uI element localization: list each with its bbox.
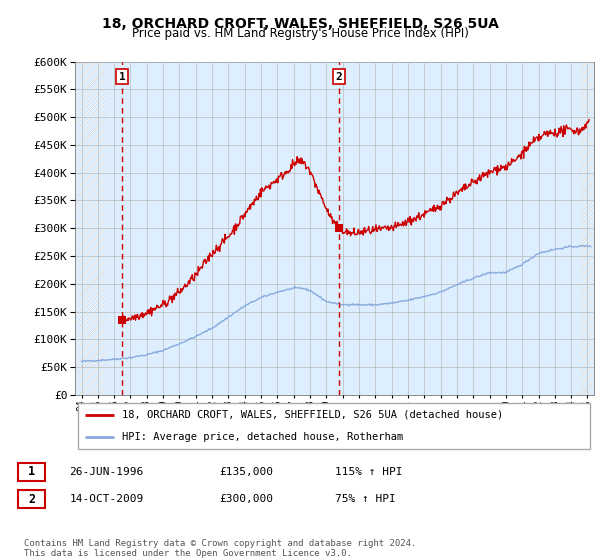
Text: 14-OCT-2009: 14-OCT-2009 — [70, 494, 144, 504]
Text: 2: 2 — [28, 493, 35, 506]
Bar — [18, 490, 46, 508]
Text: 18, ORCHARD CROFT, WALES, SHEFFIELD, S26 5UA: 18, ORCHARD CROFT, WALES, SHEFFIELD, S26… — [101, 17, 499, 31]
Text: 115% ↑ HPI: 115% ↑ HPI — [335, 467, 402, 477]
Text: £135,000: £135,000 — [220, 467, 274, 477]
Bar — [18, 463, 46, 481]
Text: 1: 1 — [28, 465, 35, 478]
FancyBboxPatch shape — [77, 404, 590, 449]
Bar — [75, 62, 106, 395]
Bar — [580, 62, 594, 395]
Text: 1: 1 — [119, 72, 125, 82]
Bar — [75, 62, 106, 395]
Text: 18, ORCHARD CROFT, WALES, SHEFFIELD, S26 5UA (detached house): 18, ORCHARD CROFT, WALES, SHEFFIELD, S26… — [122, 410, 503, 420]
Text: £300,000: £300,000 — [220, 494, 274, 504]
Text: 75% ↑ HPI: 75% ↑ HPI — [335, 494, 395, 504]
Text: Contains HM Land Registry data © Crown copyright and database right 2024.
This d: Contains HM Land Registry data © Crown c… — [24, 539, 416, 558]
Text: 26-JUN-1996: 26-JUN-1996 — [70, 467, 144, 477]
Text: Price paid vs. HM Land Registry's House Price Index (HPI): Price paid vs. HM Land Registry's House … — [131, 27, 469, 40]
Bar — [580, 62, 594, 395]
Text: 2: 2 — [336, 72, 343, 82]
Text: HPI: Average price, detached house, Rotherham: HPI: Average price, detached house, Roth… — [122, 432, 403, 442]
